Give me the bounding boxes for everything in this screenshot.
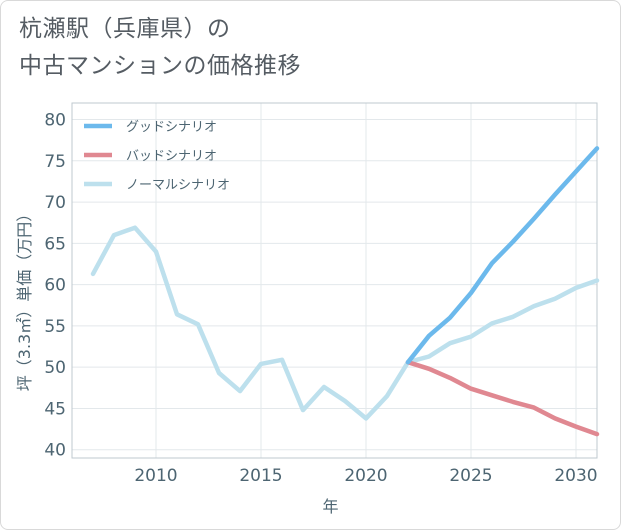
y-tick-label: 45 [44, 399, 66, 419]
y-tick-label: 80 [44, 111, 66, 131]
title-line-2: 中古マンションの価格推移 [19, 53, 301, 79]
y-axis-title: 坪（3.3㎡）単価（万円） [15, 206, 34, 391]
x-tick-label: 2030 [554, 466, 597, 486]
y-tick-label: 65 [44, 234, 66, 254]
grid [72, 103, 597, 458]
y-tick-label: 70 [44, 193, 66, 213]
x-tick-label: 2015 [239, 466, 282, 486]
tick-labels: 40 45 50 55 60 65 70 75 80 2010 2015 2020 2025 2030 [44, 111, 597, 486]
y-tick-label: 40 [44, 441, 66, 461]
legend-label-bad: バッドシナリオ [126, 149, 217, 164]
y-tick-label: 60 [44, 276, 66, 296]
x-tick-label: 2025 [449, 466, 492, 486]
series-line-normal [90, 225, 600, 421]
title-line-1: 杭瀬駅（兵庫県）の [19, 16, 231, 42]
legend-label-normal: ノーマルシナリオ [126, 178, 230, 193]
x-axis-title: 年 [322, 497, 338, 516]
x-tick-label: 2020 [344, 466, 387, 486]
series-line-good [405, 146, 600, 365]
y-tick-label: 75 [44, 152, 66, 172]
chart-title: 杭瀬駅（兵庫県）の 中古マンションの価格推移 [19, 11, 301, 85]
legend-label-good: グッドシナリオ [126, 120, 217, 135]
series-line-bad [405, 359, 600, 437]
series-lines [90, 146, 600, 437]
y-tick-label: 55 [44, 317, 66, 337]
y-tick-label: 50 [44, 358, 66, 378]
x-tick-label: 2010 [134, 466, 177, 486]
